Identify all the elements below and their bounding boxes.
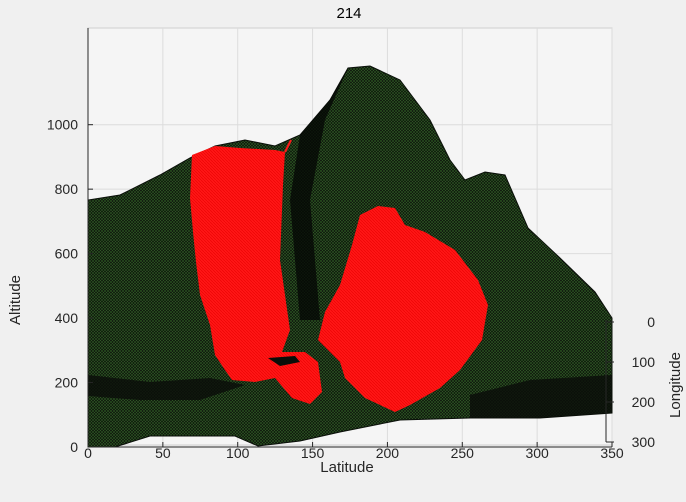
terrain-ridge-shadow: [290, 68, 348, 320]
x-tick-label: 200: [376, 445, 400, 461]
z-tick-label: 200: [632, 394, 656, 410]
highlight-hole: [268, 356, 300, 366]
terrain-shadow-left: [88, 375, 245, 400]
y-tick-label: 0: [70, 439, 78, 455]
x-tick-label: 300: [525, 445, 549, 461]
x-tick-label: 350: [600, 445, 624, 461]
z-tick-label: 300: [632, 434, 656, 450]
x-tick-label: 50: [155, 445, 171, 461]
y-tick-label: 600: [55, 246, 79, 262]
y-tick-label: 800: [55, 181, 79, 197]
x-axis-ticks: 0 50 100 150 200 250 300 350: [84, 442, 624, 461]
y-tick-label: 400: [55, 310, 79, 326]
z-tick-label: 0: [647, 314, 655, 330]
x-tick-label: 250: [451, 445, 475, 461]
y-tick-label: 1000: [47, 117, 78, 133]
x-tick-label: 150: [301, 445, 325, 461]
x-tick-label: 0: [84, 445, 92, 461]
y-axis-label: Altitude: [7, 275, 24, 325]
highlight-spike: [284, 139, 292, 153]
z-tick-label: 100: [632, 354, 656, 370]
z-axis-label: Longitude: [667, 352, 684, 418]
chart-title: 214: [336, 5, 361, 22]
highlight-region-left: [190, 146, 322, 404]
x-axis-label: Latitude: [320, 459, 373, 476]
terrain-shadow-right: [470, 375, 612, 418]
highlight-region-right: [318, 206, 488, 412]
highlight-regions: [190, 139, 488, 412]
y-axis-ticks: 0 200 400 600 800 1000: [47, 117, 93, 455]
z-axis-ticks: 0 100 200 300: [606, 314, 655, 450]
x-tick-label: 100: [226, 445, 250, 461]
y-tick-label: 200: [55, 375, 79, 391]
